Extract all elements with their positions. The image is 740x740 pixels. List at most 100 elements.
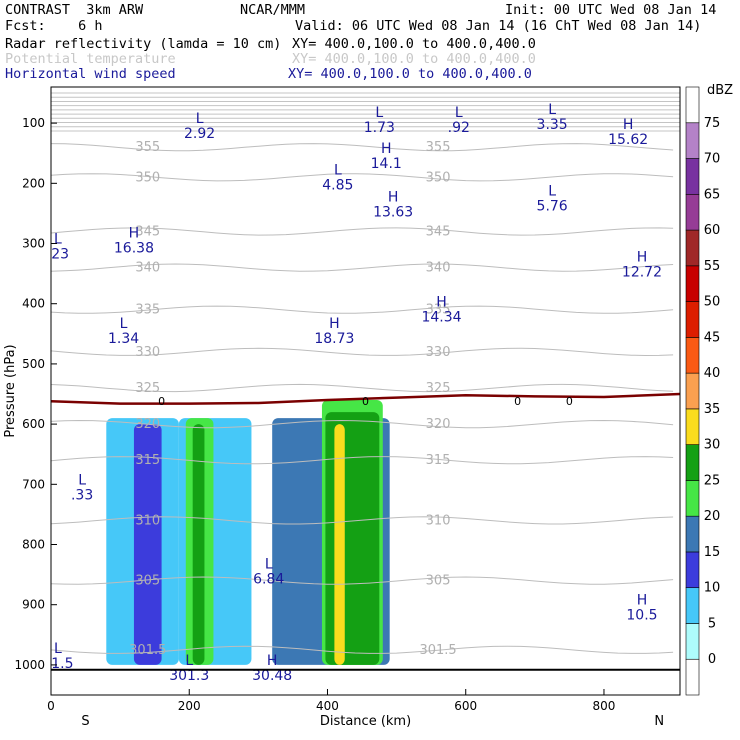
colorbar-swatch (685, 515, 700, 553)
colorbar-label: 65 (704, 187, 721, 202)
wind-extremum-value: 01.5 (42, 656, 73, 672)
wind-extremum-value: 13.63 (373, 204, 413, 220)
wind-extremum-type: L (455, 105, 463, 121)
wind-extremum-type: H (637, 250, 648, 266)
theta-contour-label: 345 (426, 224, 451, 239)
plot-frame (50, 86, 681, 696)
colorbar-swatch (685, 444, 700, 481)
freezing-level-label: 0 (566, 395, 573, 408)
colorbar-label: 55 (704, 259, 721, 274)
colorbar-swatch (685, 122, 700, 159)
colorbar-label: 70 (704, 152, 721, 167)
theta-contour-label: 320 (426, 417, 451, 432)
wind-extremum-value: .23 (47, 247, 69, 263)
wind-extremum-type: L (120, 316, 128, 332)
valid-time: Valid: 06 UTC Wed 08 Jan 14 (16 ChT Wed … (295, 18, 702, 34)
theta-contour-layer: 301.5 301.5 305 305 310 310 315 315 320 320 325 325… (51, 92, 680, 658)
colorbar-label: 50 (704, 295, 721, 310)
theta-contour-label: 301.5 (129, 643, 166, 658)
colorbar-units: dBZ (707, 83, 733, 98)
freezing-level-label: 0 (158, 395, 165, 408)
field-reflectivity-xy: XY= 400.0,100.0 to 400.0,400.0 (292, 36, 536, 52)
theta-contour-label: 301.5 (419, 643, 456, 658)
theta-contour (51, 263, 674, 272)
wind-extremum-type: H (267, 653, 278, 669)
colorbar-swatch (685, 158, 700, 195)
colorbar-label: 15 (704, 545, 721, 560)
wind-extremum-type: H (388, 189, 399, 205)
colorbar-label: 75 (704, 116, 721, 131)
colorbar-swatch (685, 229, 700, 267)
wind-extremum-type: L (375, 105, 383, 121)
theta-contour-label: 305 (135, 574, 160, 589)
wind-extremum-type: H (381, 141, 392, 157)
theta-contour-label: 355 (426, 140, 451, 155)
theta-contour-label: 350 (135, 170, 160, 185)
wind-extremum-type: H (637, 593, 648, 609)
wind-extremum-value: 301.3 (169, 668, 209, 684)
theta-contour-label: 315 (426, 453, 451, 468)
wind-extremum-value: 16.38 (114, 240, 154, 256)
y-tick-label: 700 (22, 477, 45, 491)
theta-contour (51, 645, 674, 654)
wind-extremum-value: 6.84 (253, 572, 284, 588)
colorbar-label: 10 (704, 581, 721, 596)
y-tick-label: 500 (22, 357, 45, 371)
wind-extremum-value: 12.72 (622, 265, 662, 281)
x-tick-label: 200 (178, 699, 201, 713)
theta-contour (51, 143, 674, 152)
wind-extremum-type: L (334, 162, 342, 178)
wind-extremum-type: L (185, 653, 193, 669)
theta-contour-label: 325 (426, 381, 451, 396)
y-tick-label: 600 (22, 417, 45, 431)
wind-extremum-type: L (548, 183, 556, 199)
freezing-level-layer: 0 0 0 0 (51, 392, 680, 408)
wind-extremum-value: 30.48 (252, 668, 292, 684)
theta-contour-label: 340 (135, 261, 160, 276)
theta-contour-label: 310 (426, 513, 451, 528)
theta-contour-label: 330 (426, 345, 451, 360)
theta-contour (51, 419, 674, 429)
wind-extremum-type: L (265, 557, 273, 573)
theta-contour-label: 315 (135, 453, 160, 468)
y-tick-label: 100 (22, 116, 45, 130)
wind-extremum-value: 15.62 (608, 132, 648, 148)
colorbar-label: 25 (704, 473, 721, 488)
wind-extremum-type: H (329, 316, 340, 332)
init-time: Init: 00 UTC Wed 08 Jan 14 (505, 2, 717, 18)
y-axis-label: Pressure (hPa) (3, 344, 18, 437)
theta-contour-label: 345 (135, 224, 160, 239)
field-theta-xy: XY= 400.0,100.0 to 400.0,400.0 (292, 51, 536, 67)
y-tick-label: 900 (22, 598, 45, 612)
theta-contour-label: 350 (426, 170, 451, 185)
wind-extremum-value: 2.92 (184, 126, 215, 142)
colorbar-label: 20 (704, 509, 721, 524)
field-wind-xy: XY= 400.0,100.0 to 400.0,400.0 (288, 66, 532, 82)
wind-extremum-value: .92 (448, 120, 470, 136)
colorbar-swatch (685, 372, 700, 410)
wind-extremum-value: 14.1 (371, 156, 402, 172)
theta-contour-label: 310 (135, 513, 160, 528)
colorbar-swatch (685, 265, 700, 302)
x-axis-label: Distance (km) (320, 714, 411, 729)
wind-extremum-value: 1.34 (108, 331, 139, 347)
theta-contour-label: 305 (426, 574, 451, 589)
x-tick-label: 0 (47, 699, 55, 713)
colorbar-swatch (685, 193, 700, 231)
field-wind-name: Horizontal wind speed (5, 66, 176, 82)
wind-extremum-value: 3.35 (537, 117, 568, 133)
theta-contour-label: 355 (135, 140, 160, 155)
colorbar-swatch (685, 408, 700, 445)
wind-extremum-type: L (78, 472, 86, 488)
wind-extremum-type: H (129, 225, 140, 241)
reflectivity-column (192, 424, 205, 665)
x-tick-label: 800 (593, 699, 616, 713)
colorbar-label: 35 (704, 402, 721, 417)
wind-extremum-value: 1.73 (364, 120, 395, 136)
theta-contour-label: 325 (135, 381, 160, 396)
wind-extremum-type: L (54, 641, 62, 657)
colorbar-label: 30 (704, 438, 721, 453)
y-tick-label: 800 (22, 538, 45, 552)
theta-contour-label: 320 (135, 417, 160, 432)
